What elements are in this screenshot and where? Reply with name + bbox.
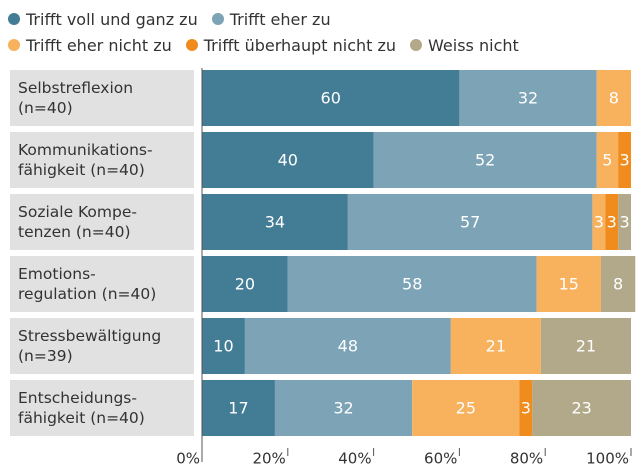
bar-segment xyxy=(202,380,275,436)
category-label: Selbstreflexion (n=40) xyxy=(10,70,194,126)
data-label: 3 xyxy=(619,151,629,170)
data-label: 32 xyxy=(333,399,353,418)
category-label: Entscheidungs- fähigkeit (n=40) xyxy=(10,380,194,436)
data-label: 3 xyxy=(607,213,617,232)
legend-swatch xyxy=(211,13,224,25)
data-label: 58 xyxy=(402,275,422,294)
data-label: 20 xyxy=(235,275,255,294)
data-label: 3 xyxy=(521,399,531,418)
bar-segment xyxy=(202,256,288,312)
legend-label: Trifft voll und ganz zu xyxy=(26,9,198,29)
bar-segment xyxy=(618,132,631,188)
data-label: 34 xyxy=(265,213,285,232)
data-label: 3 xyxy=(619,213,629,232)
data-label: 17 xyxy=(228,399,248,418)
legend-swatch xyxy=(8,13,20,25)
bar-segment xyxy=(459,70,597,126)
bar-segment xyxy=(532,380,631,436)
data-label: 8 xyxy=(609,89,619,108)
data-label: 60 xyxy=(321,89,341,108)
x-tick-label: 0% xyxy=(176,450,200,468)
bar-segment xyxy=(596,132,619,188)
bar-segment xyxy=(450,318,541,374)
category-label: Soziale Kompe- tenzen (n=40) xyxy=(10,194,194,250)
data-label: 21 xyxy=(576,337,596,356)
bar-segment xyxy=(202,318,245,374)
bar-segment xyxy=(605,194,619,250)
data-label: 3 xyxy=(594,213,604,232)
data-label: 57 xyxy=(460,213,480,232)
legend-row: Trifft eher nicht zu Trifft überhaupt nic… xyxy=(8,32,638,58)
bar-segment xyxy=(202,194,348,250)
bar-segment xyxy=(592,194,606,250)
bar-segment xyxy=(244,318,451,374)
category-label: Emotions- regulation (n=40) xyxy=(10,256,194,312)
x-tick-label: 40% xyxy=(338,450,371,468)
legend: Trifft voll und ganz zu Trifft eher zu Tri… xyxy=(8,6,638,58)
data-label: 23 xyxy=(571,399,591,418)
data-label: 10 xyxy=(213,337,233,356)
x-tick-label: 80% xyxy=(510,450,543,468)
data-label: 48 xyxy=(338,337,358,356)
legend-item: Weiss nicht xyxy=(410,36,519,55)
legend-label: Trifft eher nicht zu xyxy=(26,35,172,55)
bar-segment xyxy=(618,194,631,250)
data-label: 25 xyxy=(456,399,476,418)
data-label: 5 xyxy=(602,151,612,170)
x-tick-label: 100% xyxy=(586,450,629,468)
x-tick-label: 20% xyxy=(252,450,285,468)
bar-segment xyxy=(274,380,413,436)
data-label: 52 xyxy=(475,151,495,170)
bar-segment xyxy=(373,132,597,188)
data-label: 15 xyxy=(559,275,579,294)
bar-segment xyxy=(202,70,460,126)
legend-row: Trifft voll und ganz zu Trifft eher zu xyxy=(8,6,638,32)
legend-item: Trifft überhaupt nicht zu xyxy=(185,35,397,55)
bar-segment xyxy=(536,256,601,312)
legend-swatch xyxy=(8,39,20,51)
legend-swatch xyxy=(185,39,198,51)
legend-label: Trifft überhaupt nicht zu xyxy=(203,35,397,55)
bar-segment xyxy=(412,380,520,436)
x-tick-label: 60% xyxy=(424,450,457,468)
bar-segment xyxy=(519,380,533,436)
legend-label: Trifft eher zu xyxy=(229,9,331,29)
legend-item: Trifft eher nicht zu xyxy=(8,36,172,55)
legend-item: Trifft eher zu xyxy=(211,9,331,29)
bar-segment xyxy=(596,70,631,126)
legend-item: Trifft voll und ganz zu xyxy=(8,10,198,29)
bar-segment xyxy=(202,132,374,188)
bar-segment xyxy=(347,194,593,250)
legend-swatch xyxy=(410,39,423,51)
data-label: 8 xyxy=(613,275,623,294)
bar-segment xyxy=(600,256,636,312)
bar-segment xyxy=(540,318,631,374)
category-label: Stressbewältigung (n=39) xyxy=(10,318,194,374)
legend-label: Weiss nicht xyxy=(428,35,519,55)
data-label: 32 xyxy=(518,89,538,108)
category-label: Kommunikations- fähigkeit (n=40) xyxy=(10,132,194,188)
data-label: 21 xyxy=(486,337,506,356)
bar-segment xyxy=(287,256,537,312)
data-label: 40 xyxy=(278,151,298,170)
